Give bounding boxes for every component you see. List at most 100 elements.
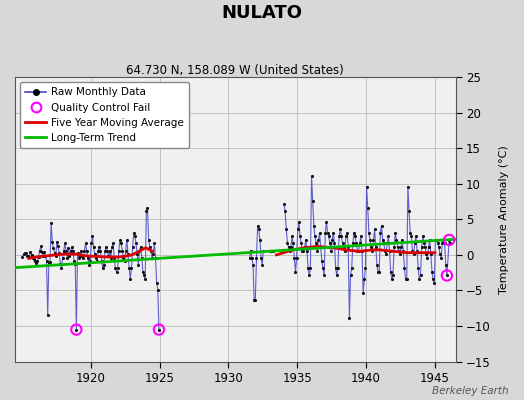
Point: [126, 276, 135, 282]
Point: [72, 326, 81, 333]
Point: [422, 251, 430, 257]
Point: [416, 272, 424, 279]
Point: [373, 262, 381, 268]
Point: [402, 276, 411, 282]
Point: [97, 258, 106, 264]
Point: [376, 230, 385, 236]
Point: [313, 247, 321, 254]
Point: [280, 201, 288, 208]
Point: [299, 247, 308, 254]
Point: [71, 261, 80, 267]
Point: [374, 269, 383, 275]
Point: [130, 233, 139, 240]
Point: [34, 254, 42, 260]
Point: [50, 250, 59, 256]
Point: [41, 252, 50, 259]
Point: [86, 258, 94, 264]
Point: [26, 249, 35, 255]
Point: [53, 239, 61, 245]
Point: [344, 244, 353, 250]
Y-axis label: Temperature Anomaly (°C): Temperature Anomaly (°C): [499, 145, 509, 294]
Point: [23, 252, 31, 259]
Point: [290, 254, 299, 261]
Point: [80, 247, 89, 254]
Point: [69, 247, 77, 254]
Point: [339, 240, 347, 247]
Point: [391, 230, 399, 236]
Point: [421, 244, 429, 250]
Point: [328, 237, 336, 243]
Point: [63, 254, 71, 261]
Point: [245, 254, 254, 261]
Text: NULATO: NULATO: [222, 4, 302, 22]
Point: [364, 205, 372, 211]
Point: [254, 222, 262, 229]
Point: [77, 247, 85, 254]
Point: [32, 260, 40, 267]
Point: [47, 220, 56, 226]
Point: [148, 254, 156, 261]
Point: [442, 262, 450, 268]
Point: [151, 254, 160, 261]
Point: [117, 240, 125, 247]
Point: [72, 326, 81, 333]
Point: [18, 254, 27, 260]
Point: [355, 240, 364, 247]
Point: [119, 254, 128, 261]
Point: [407, 233, 416, 240]
Point: [85, 262, 93, 268]
Point: [294, 219, 303, 225]
Point: [326, 240, 334, 247]
Point: [413, 247, 421, 254]
Point: [436, 251, 444, 257]
Point: [104, 253, 113, 260]
Point: [445, 237, 453, 243]
Point: [40, 249, 48, 255]
Point: [31, 258, 39, 264]
Point: [248, 254, 256, 261]
Point: [112, 269, 121, 275]
Point: [350, 230, 358, 236]
Point: [357, 233, 365, 240]
Point: [49, 245, 58, 252]
Point: [118, 247, 126, 254]
Point: [440, 240, 449, 247]
Point: [121, 258, 129, 264]
Point: [304, 265, 312, 272]
Point: [57, 264, 66, 271]
Point: [342, 233, 350, 240]
Point: [298, 247, 307, 254]
Point: [95, 244, 104, 250]
Point: [56, 261, 64, 267]
Point: [64, 245, 72, 252]
Point: [396, 251, 404, 257]
Point: [24, 253, 32, 260]
Point: [114, 265, 122, 272]
Point: [332, 265, 340, 272]
Point: [405, 208, 413, 215]
Point: [330, 240, 339, 247]
Point: [429, 276, 438, 282]
Point: [125, 265, 133, 272]
Point: [318, 258, 326, 264]
Point: [433, 240, 442, 247]
Point: [30, 256, 38, 262]
Point: [366, 237, 374, 243]
Point: [431, 237, 440, 243]
Point: [84, 254, 92, 261]
Point: [323, 230, 332, 236]
Point: [134, 262, 143, 268]
Point: [398, 237, 406, 243]
Point: [287, 244, 295, 250]
Point: [96, 247, 105, 254]
Point: [142, 208, 150, 215]
Point: [327, 247, 335, 254]
Point: [93, 258, 101, 264]
Point: [358, 247, 366, 254]
Point: [423, 254, 432, 261]
Point: [437, 254, 445, 261]
Point: [129, 230, 138, 236]
Point: [247, 247, 255, 254]
Point: [302, 237, 310, 243]
Point: [74, 254, 83, 261]
